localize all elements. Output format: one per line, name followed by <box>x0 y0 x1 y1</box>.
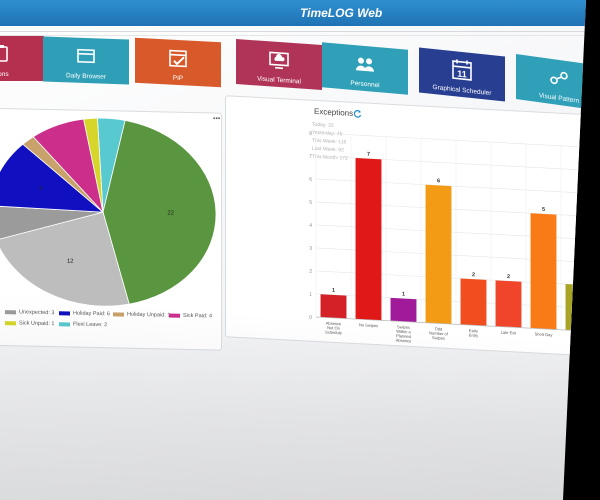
people-icon <box>322 48 408 80</box>
x-tick-label: Short Day <box>535 331 553 337</box>
y-tick-label: 4 <box>309 223 312 229</box>
tile-graphical-scheduler[interactable]: 11 Graphical Scheduler <box>419 47 505 102</box>
legend-item[interactable]: Flexi Leave: 2 <box>59 321 107 328</box>
exceptions-bar-chart: 0 1 2 3 4 5 6 7 8 1 AbsenceNot OnSchedule 7 No Swipe… <box>309 131 592 344</box>
pie-slice[interactable] <box>0 210 130 307</box>
monitor-cloud-icon <box>236 45 322 75</box>
bar[interactable] <box>390 297 417 323</box>
pie-chart: 22 12 6 <box>0 117 217 307</box>
header-divider-2 <box>0 35 586 36</box>
clipboard-icon <box>0 42 44 66</box>
y-tick-label: 8 <box>309 131 312 137</box>
bar-value-label: 2 <box>577 278 580 284</box>
bar[interactable] <box>530 213 557 330</box>
legend-swatch <box>113 311 124 317</box>
tile-visual-terminal[interactable]: Visual Terminal <box>236 38 322 91</box>
bar-value-label: 2 <box>472 272 475 278</box>
tile-personnel[interactable]: Personnel <box>322 42 408 95</box>
x-tick-label: OddNumber ofSwipes <box>429 326 449 341</box>
bar-value-label: 2 <box>507 274 510 280</box>
bar-value-label: 1 <box>332 288 335 294</box>
bar[interactable] <box>320 294 347 319</box>
legend-swatch <box>59 310 70 316</box>
header-divider <box>0 31 586 32</box>
tile-itions[interactable]: itions <box>0 36 44 81</box>
legend-swatch <box>169 313 180 318</box>
y-tick-label: 6 <box>309 177 312 183</box>
legend-item[interactable]: Sick Paid: 4 <box>169 312 213 320</box>
x-tick-label: Late Exit <box>501 330 517 336</box>
legend-item[interactable]: Holiday Paid: 6 <box>59 310 110 317</box>
legend-swatch <box>5 320 16 325</box>
tile-label: PIP <box>172 74 184 83</box>
tile-label: Visual Terminal <box>257 75 301 86</box>
bar[interactable] <box>355 158 382 321</box>
x-tick-label: SwipesWithin aPlannedAbsence <box>396 324 412 343</box>
app-title: TimeLOG Web <box>300 6 383 20</box>
bar-value-label: 7 <box>367 152 370 158</box>
refresh-icon[interactable] <box>353 109 362 118</box>
legend-label: Flexi Leave: 2 <box>73 321 108 329</box>
x-tick-label: EarlyEntry <box>469 328 478 338</box>
gridline <box>316 132 586 150</box>
bar[interactable] <box>425 184 452 325</box>
bar[interactable] <box>495 280 522 328</box>
calendar-11-icon: 11 <box>419 53 505 86</box>
tile-pip[interactable]: PIP <box>135 37 221 88</box>
tile-label: Personnel <box>350 79 380 90</box>
y-tick-label: 3 <box>309 246 312 252</box>
y-tick-label: 0 <box>309 315 312 321</box>
svg-text:11: 11 <box>457 69 467 80</box>
legend-swatch <box>5 309 16 314</box>
pie-slice-label: 12 <box>67 259 74 265</box>
y-tick-label: 7 <box>309 154 312 160</box>
bar-value-label: 6 <box>437 178 440 184</box>
tile-daily-browser[interactable]: Daily Browser <box>43 36 129 85</box>
calendar-check-icon <box>135 44 221 73</box>
exceptions-panel: Exceptions Today: 32 Yesterday: 45 This We… <box>225 95 592 359</box>
y-tick-label: 1 <box>309 292 312 298</box>
tile-label: Daily Browser <box>65 72 107 81</box>
pie-slice-label: 22 <box>167 210 174 216</box>
x-tick-label: LateEntry <box>574 333 583 343</box>
legend-label: Unexpected: 3 <box>19 309 55 317</box>
legend-swatch <box>59 321 70 327</box>
tile-row: itions Daily Browser PIP Visual Terminal Per… <box>0 0 586 200</box>
tile-label: itions <box>0 71 9 78</box>
legend-item[interactable]: Unexpected: 3 <box>5 309 54 316</box>
pie-slice-label: 6 <box>39 186 43 192</box>
tile-label: Visual Pattern <box>538 92 580 105</box>
legend-label: Holiday Paid: 6 <box>73 310 110 318</box>
x-tick-label: AbsenceNot OnSchedule <box>325 320 342 335</box>
pie-slice[interactable] <box>0 143 105 213</box>
bar-value-label: 1 <box>402 291 405 297</box>
legend-label: Holiday Unpaid: 1 <box>127 311 171 319</box>
title-bar: TimeLOG Web <box>0 0 586 26</box>
x-tick-label: No Swipes <box>359 322 378 328</box>
bar[interactable] <box>565 284 592 332</box>
tile-visual-pattern[interactable]: Visual Pattern <box>516 53 586 112</box>
browser-window-icon <box>43 42 129 69</box>
pie-slice[interactable] <box>102 119 217 306</box>
pie-slice[interactable] <box>83 117 104 213</box>
legend-item[interactable]: Sick Unpaid: 1 <box>5 320 54 327</box>
bar[interactable] <box>460 278 487 326</box>
bar-value-label: 5 <box>542 207 545 213</box>
y-tick-label: 5 <box>309 200 312 206</box>
absence-pie-panel: ••• 22 12 6 Unexpected: 3 Holiday Paid: 6 Ho… <box>0 107 222 351</box>
pattern-link-icon <box>516 60 586 96</box>
pie-slice[interactable] <box>0 205 104 243</box>
y-tick-label: 2 <box>309 269 312 275</box>
legend-label: Sick Unpaid: 1 <box>19 320 55 328</box>
legend-item[interactable]: Holiday Unpaid: 1 <box>113 311 171 319</box>
legend-label: Sick Paid: 4 <box>183 312 213 320</box>
